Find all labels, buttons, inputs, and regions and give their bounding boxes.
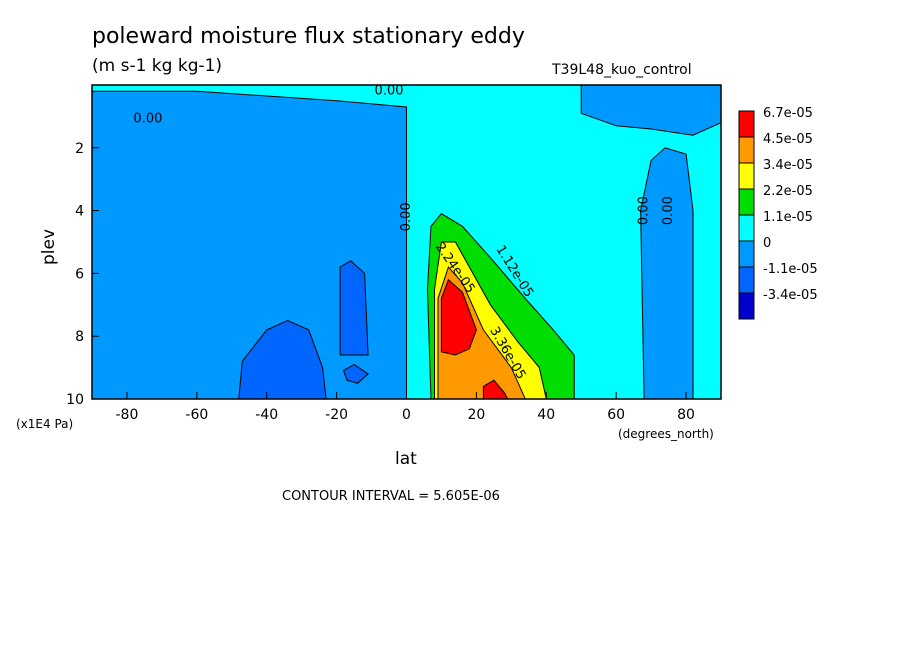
chart-units: (m s-1 kg kg-1) [92,56,223,76]
x-tick-label-0: 0 [402,407,411,423]
legend-label-4: 1.1e-05 [763,210,813,225]
legend-label-1: 4.5e-05 [763,132,813,147]
y-tick-label-2: 2 [75,141,84,157]
contour-label-0: 0.00 [133,112,162,127]
legend-swatch-7 [738,292,755,320]
x-axis-label: lat [395,449,417,469]
color-legend: 6.7e-05 4.5e-05 3.4e-05 2.2e-05 1.1e-05 0 -1.1… [738,106,818,320]
legend-label-6: -1.1e-05 [763,262,818,277]
x-tick-label-20: 20 [467,407,485,423]
legend-label-3: 2.2e-05 [763,184,813,199]
x-tick-label--60: -60 [185,407,208,423]
contour-region-top-arctic [580,85,721,136]
x-tick-label-60: 60 [607,407,625,423]
contour-region-positive-max-surface [482,379,509,399]
contour-label-1: 0.00 [375,83,404,98]
contour-region-tropical-negative [238,319,327,399]
y-axis: 2 4 6 8 10 [66,141,99,408]
x-tick-label--80: -80 [116,407,139,423]
legend-swatch-0 [738,110,755,138]
y-tick-label-4: 4 [75,204,84,220]
legend-label-2: 3.4e-05 [763,158,813,173]
contour-region-southern-high-band [92,90,407,399]
contour-interval: CONTOUR INTERVAL = 5.605E-06 [282,489,500,504]
y-tick-label-6: 6 [75,266,84,282]
contour-region-arctic-band [640,147,694,399]
contour-label-3: 0.00 [637,196,652,225]
contour-region-small-negative-cell [342,363,369,384]
legend-swatch-1 [738,136,755,164]
chart-title: poleward moisture flux stationary eddy [92,24,525,49]
legend-swatch-6 [738,266,755,294]
legend-swatch-4 [738,214,755,242]
legend-swatch-2 [738,162,755,190]
legend-swatch-5 [738,240,755,268]
x-axis-units: (degrees_north) [618,427,714,441]
legend-label-0: 6.7e-05 [763,106,813,121]
y-axis-label: plev [39,229,59,265]
y-tick-label-10: 10 [66,392,84,408]
dataset-label: T39L48_kuo_control [552,62,692,78]
y-axis-units: (x1E4 Pa) [16,417,73,431]
x-tick-label--20: -20 [325,407,348,423]
contour-label-4: 0.00 [661,196,676,225]
x-tick-label-40: 40 [537,407,555,423]
legend-swatch-3 [738,188,755,216]
x-tick-label-80: 80 [677,407,695,423]
x-axis: -80 -60 -40 -20 0 20 40 60 80 [116,392,695,423]
legend-label-5: 0 [763,236,771,251]
x-tick-label--40: -40 [255,407,278,423]
y-tick-label-8: 8 [75,329,84,345]
contour-region-positive-max [440,278,477,356]
contour-region-negative-subtropical-cell [339,260,369,356]
filled-contours [92,85,721,399]
contour-label-2: 0.00 [399,202,414,231]
legend-label-7: -3.4e-05 [763,288,818,303]
